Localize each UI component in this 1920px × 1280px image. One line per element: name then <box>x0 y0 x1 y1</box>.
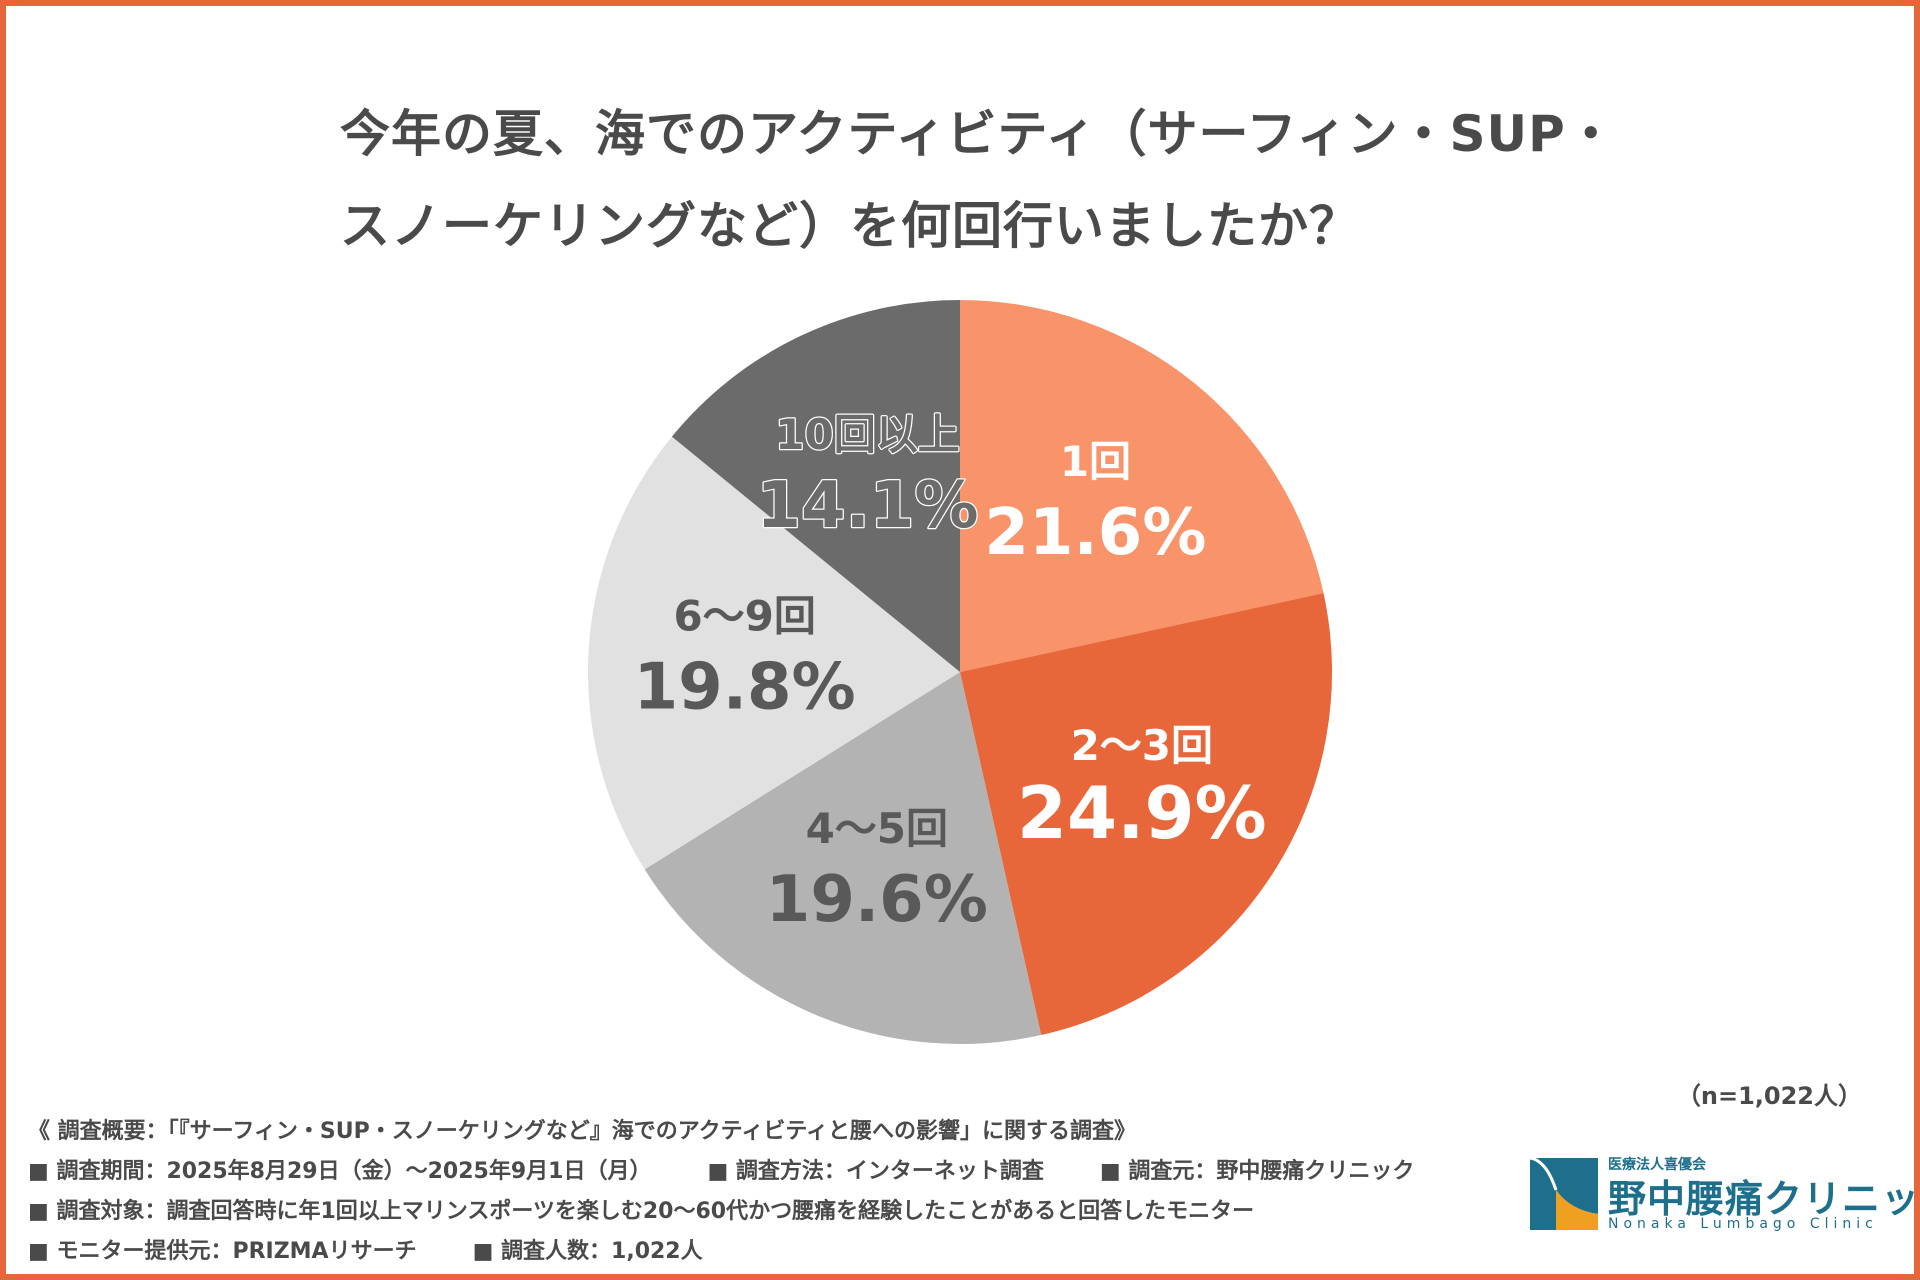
title-line-2: スノーケリングなど）を何回行いましたか？ <box>340 197 1360 255</box>
pie-slice-2-3 <box>960 593 1332 1036</box>
slice-value-10-plus: 14.1% <box>757 469 979 543</box>
survey-source: ■ 調査元：野中腰痛クリニック <box>1099 1159 1415 1184</box>
clinic-logo-prefix: 医療法人喜優会 <box>1608 1157 1706 1173</box>
slice-label-2-3: 2〜3回 <box>1071 721 1213 770</box>
survey-summary: 《 調査概要：「『サーフィン・SUP・スノーケリングなど』海でのアクティビティと… <box>28 1119 1136 1144</box>
pie-slice-4-5 <box>644 672 1042 1044</box>
clinic-logo-mark-icon <box>1529 1156 1598 1230</box>
pie-slice-6-9 <box>588 436 960 870</box>
slice-value-4-5: 19.6% <box>766 863 988 937</box>
slice-value-1: 21.6% <box>984 496 1206 570</box>
slice-label-10-plus: 10回以上 <box>775 410 959 459</box>
survey-target: ■ 調査対象：調査回答時に年1回以上マリンスポーツを楽しむ20〜60代かつ腰痛を… <box>28 1199 1255 1224</box>
slice-label-1: 1回 <box>1060 437 1131 486</box>
sample-size-note: （n=1,022人） <box>1676 1082 1862 1110</box>
title-line-1: 今年の夏、海でのアクティビティ（サーフィン・SUP・ <box>340 105 1617 163</box>
slice-label-6-9: 6〜9回 <box>673 591 815 640</box>
clinic-logo: 医療法人喜優会 野中腰痛クリニック Nonaka Lumbago Clinic <box>1526 1154 1920 1234</box>
clinic-logo-name: 野中腰痛クリニック <box>1608 1177 1920 1221</box>
chart-title: 今年の夏、海でのアクティビティ（サーフィン・SUP・ スノーケリングなど）を何回… <box>340 88 1617 272</box>
survey-method: ■ 調査方法：インターネット調査 <box>707 1159 1044 1184</box>
pie-slice-10-plus <box>671 300 960 672</box>
slice-value-6-9: 19.8% <box>634 650 856 724</box>
survey-period: ■ 調査期間：2025年8月29日（金）〜2025年9月1日（月） <box>28 1159 652 1184</box>
survey-count: ■ 調査人数：1,022人 <box>472 1239 703 1264</box>
slice-label-4-5: 4〜5回 <box>806 804 948 853</box>
pie-slice-1 <box>960 300 1324 672</box>
slice-value-2-3: 24.9% <box>1017 771 1267 855</box>
survey-provider: ■ モニター提供元：PRIZMAリサーチ <box>28 1239 417 1264</box>
clinic-logo-english: Nonaka Lumbago Clinic <box>1608 1216 1878 1232</box>
survey-notes: 《 調査概要：「『サーフィン・SUP・スノーケリングなど』海でのアクティビティと… <box>28 1112 1414 1272</box>
